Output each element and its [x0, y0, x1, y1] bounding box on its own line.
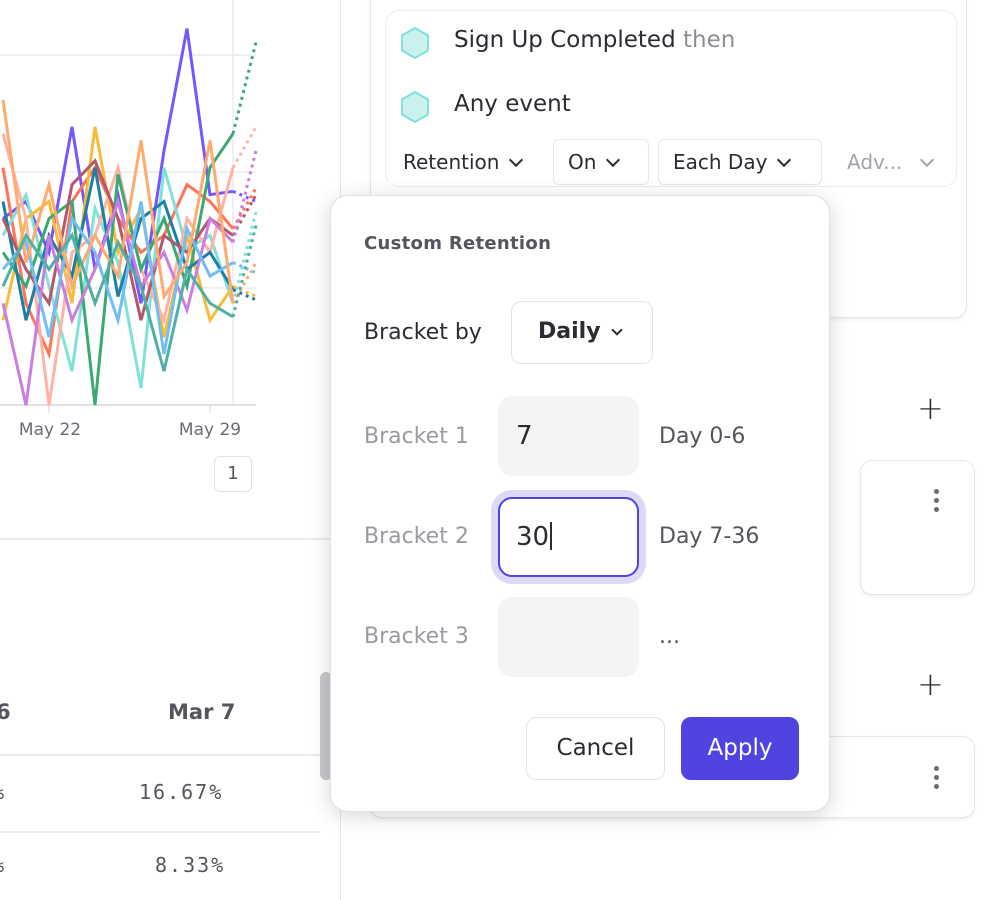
table-cell: % — [0, 853, 6, 877]
table-cell: 16.67% — [139, 780, 224, 804]
table-header-cell: Mar 7 — [168, 700, 236, 724]
x-tick-label: May 29 — [178, 420, 242, 440]
series-projection — [231, 187, 258, 230]
chart-series — [1, 28, 258, 406]
chevron-down-icon — [920, 152, 935, 168]
chevron-down-icon — [610, 324, 623, 336]
event-name: Sign Up Completed — [454, 27, 676, 53]
each-day-dropdown[interactable]: Each Day — [658, 139, 822, 185]
table-cell: % — [0, 780, 6, 804]
bracket-by-label: Bracket by — [364, 320, 482, 345]
more-options-icon[interactable] — [934, 766, 940, 793]
series-projection — [231, 41, 258, 135]
series-projection — [231, 261, 258, 304]
event-suffix: then — [682, 27, 736, 53]
bracket-2-label: Bracket 2 — [364, 524, 469, 549]
on-dropdown[interactable]: On — [553, 139, 649, 185]
bracket-3-label: Bracket 3 — [364, 624, 469, 649]
bracket-2-input[interactable]: 30 — [498, 497, 639, 577]
event-step-2[interactable]: Any event — [454, 91, 571, 117]
series-line — [1, 201, 234, 355]
event-step-1[interactable]: Sign Up Completed then — [454, 27, 735, 53]
apply-button[interactable]: Apply — [681, 717, 799, 780]
series-projection — [231, 224, 258, 318]
more-options-icon[interactable] — [934, 489, 940, 516]
series-projection — [231, 211, 258, 304]
text-caret — [550, 521, 553, 550]
bracket-2-value: 30 — [516, 522, 550, 552]
chevron-down-icon — [606, 152, 621, 168]
x-tick-label: May 22 — [18, 420, 82, 440]
series-line — [1, 232, 234, 372]
retention-label: Retention — [403, 150, 500, 174]
bracket-by-dropdown[interactable]: Daily — [511, 301, 653, 364]
chevron-down-icon — [509, 152, 524, 168]
bracket-1-input[interactable]: 7 — [498, 396, 639, 476]
advanced-label: Adv... — [847, 150, 903, 174]
bracket-2-range: Day 7-36 — [659, 524, 760, 549]
table-scrollbar[interactable] — [320, 672, 332, 780]
table-divider — [0, 754, 320, 756]
bracket-1-range: Day 0-6 — [659, 424, 746, 449]
series-projection — [231, 126, 258, 169]
series-line — [1, 167, 235, 321]
popup-title: Custom Retention — [364, 233, 552, 254]
each-day-label: Each Day — [673, 150, 768, 174]
custom-retention-popup: Custom Retention Bracket by Daily Bracke… — [330, 195, 830, 812]
series-projection — [231, 150, 258, 243]
divider — [0, 538, 340, 540]
series-line — [1, 99, 235, 304]
table-header-cell: 6 — [0, 700, 11, 724]
chart-page-button[interactable]: 1 — [214, 456, 252, 492]
bracket-1-label: Bracket 1 — [364, 424, 469, 449]
table-divider — [0, 831, 320, 833]
chevron-down-icon — [777, 152, 792, 168]
cancel-button[interactable]: Cancel — [526, 717, 665, 780]
event-hexagon-icon — [401, 27, 429, 59]
add-icon[interactable]: + — [917, 389, 944, 427]
bracket-3-input[interactable] — [498, 597, 639, 677]
add-icon[interactable]: + — [917, 665, 944, 703]
retention-line-chart — [0, 0, 258, 413]
series-line — [2, 28, 234, 304]
retention-dropdown[interactable]: Retention — [388, 139, 537, 185]
on-label: On — [568, 150, 597, 174]
advanced-dropdown[interactable]: Adv... — [832, 139, 948, 185]
bracket-3-range: ... — [659, 624, 680, 649]
side-card — [860, 460, 975, 595]
bracket-by-value: Daily — [538, 319, 601, 344]
table-cell: 8.33% — [155, 853, 226, 877]
event-hexagon-icon — [401, 91, 429, 123]
